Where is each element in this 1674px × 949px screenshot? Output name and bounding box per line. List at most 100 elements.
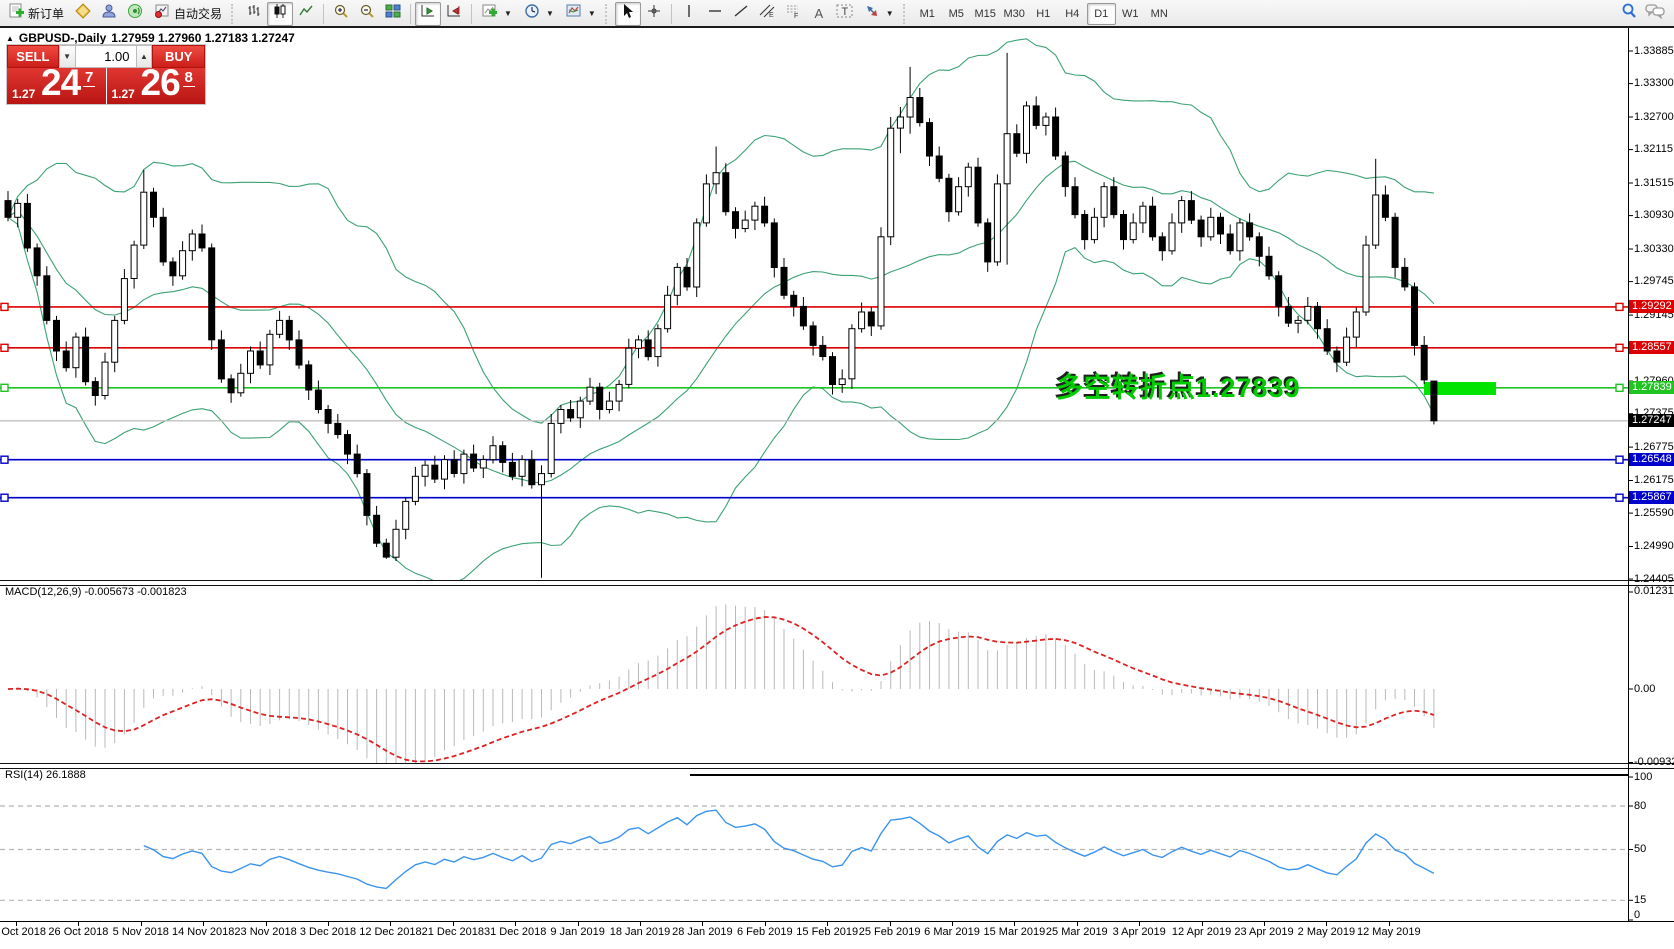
horizontal-level-lines[interactable] [0, 306, 1628, 499]
macd-rsi-splitter[interactable] [0, 763, 1674, 769]
timeframe-m15-button[interactable]: M15 [974, 7, 996, 20]
date-axis-label: 6 Feb 2019 [736, 926, 793, 938]
symbol-period-label: GBPUSD-,Daily [18, 31, 107, 45]
date-axis-label: 12 Apr 2019 [1171, 926, 1232, 938]
toolbar-separator [471, 3, 473, 24]
rsi-axis-label: 0 [1634, 908, 1641, 921]
price-axis-label: 1.31515 [1634, 176, 1674, 189]
date-axis-tick [78, 922, 80, 926]
buy-button[interactable]: BUY [152, 45, 206, 68]
toolbar-grip [902, 3, 910, 24]
chart-title: ▲ GBPUSD-,Daily 1.27959 1.27960 1.27183 … [6, 31, 295, 45]
new-order-button[interactable]: 新订单 [2, 2, 70, 26]
pivot-highlight-box[interactable] [1424, 382, 1496, 395]
metaeditor-button[interactable] [70, 2, 96, 26]
buy-price-display[interactable]: 1.27 26 8 [106, 68, 205, 104]
signals-button[interactable] [122, 2, 148, 26]
chart-shift-button[interactable] [441, 2, 467, 26]
volume-down-button[interactable]: ▼ [58, 45, 76, 68]
sell-price-main: 24 [41, 68, 81, 103]
text-tool-button[interactable]: A [806, 2, 832, 26]
rsi-horizontal-line-object[interactable] [690, 774, 1628, 776]
timeframe-d1-button[interactable]: D1 [1086, 2, 1116, 25]
date-axis-label: 26 Oct 2018 [48, 926, 109, 938]
volume-up-button[interactable]: ▲ [135, 45, 153, 68]
date-axis-label: 17 Oct 2018 [0, 926, 46, 938]
chevron-down-icon: ▼ [504, 9, 512, 18]
candlestick-chart-button[interactable] [267, 1, 294, 26]
zoom-out-button[interactable] [354, 2, 380, 26]
candlestick-chart-icon [272, 3, 288, 24]
sell-price-pip: 7 [83, 69, 96, 87]
rsi-axis-label: 15 [1634, 893, 1647, 906]
periods-button[interactable]: ▼ [518, 2, 560, 26]
text-label-tool-icon: T [836, 3, 854, 24]
rsi-level-lines [0, 805, 1628, 901]
tile-windows-button[interactable] [380, 2, 406, 26]
vertical-line-button[interactable] [676, 2, 702, 26]
chat-button[interactable] [1642, 2, 1668, 26]
timeframe-h1-button[interactable]: H1 [1036, 7, 1051, 20]
price-axis-label: 1.29745 [1634, 275, 1674, 288]
volume-input[interactable] [75, 45, 136, 68]
date-axis-label: 5 Nov 2018 [112, 926, 169, 938]
level-line-handles[interactable] [0, 302, 1624, 502]
profile-button[interactable] [96, 2, 122, 26]
rsi-axis-label: 100 [1634, 770, 1653, 783]
date-axis-tick [577, 922, 579, 926]
date-axis-tick [889, 922, 891, 926]
chart-macd-splitter[interactable] [0, 580, 1674, 586]
bar-chart-icon [246, 3, 262, 24]
fibonacci-button[interactable]: F [780, 2, 806, 26]
price-axis-label: 1.32115 [1634, 143, 1673, 156]
templates-button[interactable]: ▼ [560, 2, 602, 26]
timeframe-m30-button[interactable]: M30 [1003, 7, 1025, 20]
buy-price-pip: 8 [182, 69, 195, 87]
collapse-panel-icon[interactable]: ▲ [6, 33, 14, 43]
crosshair-button[interactable] [641, 2, 667, 26]
bar-chart-button[interactable] [241, 2, 267, 26]
search-button[interactable] [1616, 2, 1642, 26]
sell-button[interactable]: SELL [7, 45, 59, 68]
timeframe-m1-button[interactable]: M1 [919, 7, 935, 20]
timeframe-mn-button[interactable]: MN [1150, 7, 1168, 20]
fibonacci-icon: F [785, 3, 801, 24]
trendline-button[interactable] [728, 2, 754, 26]
zoom-in-button[interactable] [328, 2, 354, 26]
sell-price-display[interactable]: 1.27 24 7 [7, 68, 106, 104]
candlesticks [4, 52, 1438, 578]
cursor-button[interactable] [614, 1, 641, 26]
date-axis-tick [640, 922, 641, 926]
fibo-sub-label: F [794, 13, 798, 19]
zoom-in-icon [333, 3, 349, 24]
indicators-button[interactable]: ▼ [476, 2, 518, 26]
auto-scroll-button[interactable] [415, 1, 442, 26]
date-axis-label: 15 Feb 2019 [796, 926, 859, 938]
date-axis-label: 21 Dec 2018 [421, 926, 484, 938]
date-axis-tick [1139, 922, 1141, 926]
horizontal-line-button[interactable] [702, 2, 728, 26]
text-label-tool-button[interactable]: T [832, 2, 858, 26]
autotrading-button[interactable]: 自动交易 [148, 2, 228, 26]
date-axis-tick [265, 922, 267, 926]
metaeditor-icon [75, 3, 91, 24]
pivot-annotation-text[interactable]: 多空转折点1.27839 [1056, 373, 1301, 403]
vertical-line-icon [681, 3, 697, 24]
date-axis-tick [328, 922, 329, 926]
toolbar: 新订单 自动交易 [0, 0, 1674, 27]
equidistant-channel-button[interactable]: E [754, 2, 780, 26]
arrows-tool-button[interactable]: ▼ [858, 2, 900, 26]
timeframe-m5-button[interactable]: M5 [948, 7, 964, 20]
zoom-out-icon [359, 3, 375, 24]
price-axis-label: 1.33885 [1634, 44, 1674, 57]
date-axis-tick [1388, 922, 1390, 926]
equidistant-channel-icon: E [759, 3, 775, 24]
level-price-badge: 1.25867 [1629, 491, 1674, 505]
date-axis-label: 15 Mar 2019 [983, 926, 1046, 938]
timeframe-h4-button[interactable]: H4 [1065, 7, 1080, 20]
line-chart-button[interactable] [293, 2, 319, 26]
timeframe-w1-button[interactable]: W1 [1121, 7, 1139, 20]
channel-sub-label: E [769, 12, 774, 19]
date-axis-label: 23 Apr 2019 [1234, 926, 1294, 938]
